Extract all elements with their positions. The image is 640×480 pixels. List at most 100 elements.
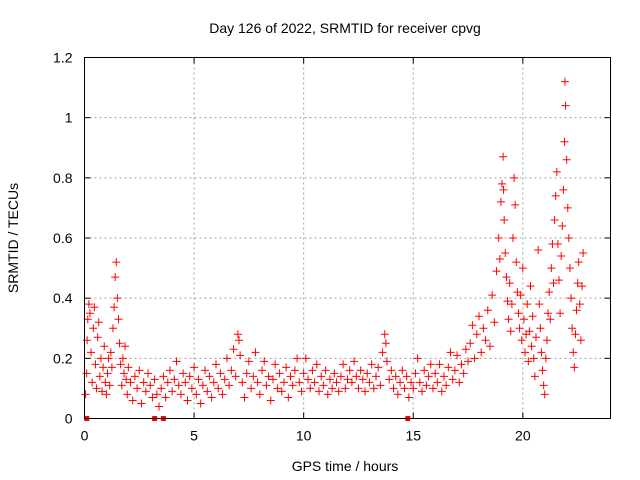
data-point	[398, 366, 407, 375]
data-point	[361, 387, 370, 396]
data-point	[504, 315, 513, 324]
data-point	[336, 372, 345, 381]
data-point	[201, 366, 210, 375]
data-point	[110, 303, 119, 312]
data-point	[247, 384, 256, 393]
data-point	[240, 393, 249, 402]
data-point	[137, 399, 146, 408]
data-point	[542, 336, 551, 345]
data-point	[579, 249, 588, 258]
data-point	[123, 390, 132, 399]
data-point	[559, 185, 568, 194]
data-point	[107, 363, 116, 372]
data-point	[116, 360, 125, 369]
data-point	[103, 369, 112, 378]
data-point	[557, 252, 566, 261]
data-point	[262, 381, 271, 390]
data-point	[442, 381, 451, 390]
data-point	[101, 378, 110, 387]
data-point	[176, 390, 185, 399]
data-point	[306, 384, 315, 393]
data-point	[508, 234, 517, 242]
data-point	[203, 387, 212, 396]
data-point	[526, 282, 535, 291]
data-point	[190, 363, 199, 372]
data-point	[524, 357, 533, 366]
data-point	[477, 348, 486, 357]
data-point	[490, 318, 499, 327]
y-tick-label: 0.2	[53, 350, 73, 366]
y-tick-label: 0.4	[53, 290, 73, 306]
data-point	[165, 366, 174, 375]
data-point	[483, 306, 492, 315]
data-point	[475, 312, 483, 321]
data-point	[288, 381, 297, 390]
data-point	[420, 366, 429, 375]
data-point	[517, 336, 526, 345]
data-point	[225, 381, 234, 390]
data-point	[185, 372, 194, 381]
data-point	[391, 372, 400, 381]
data-point	[530, 372, 539, 381]
data-point	[378, 348, 387, 357]
data-point	[106, 348, 115, 357]
data-point	[216, 369, 225, 378]
data-point	[515, 324, 524, 333]
data-point	[121, 342, 130, 351]
data-point	[435, 360, 444, 369]
data-point	[481, 336, 490, 345]
data-point	[85, 309, 94, 318]
data-point	[196, 399, 205, 408]
y-tick-label: 0.6	[53, 230, 73, 246]
data-point	[553, 240, 562, 249]
data-point	[99, 363, 108, 372]
data-point	[102, 390, 111, 399]
data-point	[155, 402, 164, 411]
data-point	[212, 360, 220, 369]
data-point	[236, 351, 245, 360]
data-point	[297, 387, 306, 396]
data-point	[146, 381, 155, 390]
data-point	[568, 324, 577, 333]
data-point	[93, 333, 102, 342]
data-point	[268, 375, 277, 384]
data-point	[111, 273, 120, 282]
data-point	[562, 155, 571, 164]
data-point	[347, 378, 356, 387]
data-point	[181, 378, 190, 387]
data-point	[94, 318, 103, 327]
data-point	[376, 381, 385, 390]
data-point	[104, 354, 113, 363]
data-point	[525, 327, 534, 336]
data-point	[312, 360, 321, 369]
data-point	[341, 384, 350, 393]
data-point	[539, 381, 548, 390]
data-point	[466, 339, 475, 348]
x-tick-label: 20	[515, 428, 531, 444]
data-point	[277, 387, 286, 396]
data-point	[198, 381, 207, 390]
data-point	[367, 360, 376, 369]
data-point	[126, 378, 135, 387]
data-point	[207, 393, 216, 402]
data-point	[264, 372, 273, 381]
x-tick-label: 15	[405, 428, 421, 444]
data-point	[91, 360, 100, 369]
plot-frame	[84, 57, 611, 419]
x-tick-label: 0	[81, 428, 89, 444]
data-point	[461, 345, 470, 354]
data-point	[569, 348, 578, 357]
data-point	[385, 375, 394, 384]
data-point	[545, 288, 554, 297]
data-point	[87, 348, 96, 357]
data-point	[124, 363, 133, 372]
data-point	[426, 360, 435, 369]
data-point	[81, 390, 90, 399]
data-point	[84, 300, 93, 309]
data-point	[90, 303, 99, 312]
data-point	[448, 375, 457, 384]
data-point	[139, 378, 148, 387]
data-point	[192, 390, 201, 399]
data-point	[275, 369, 284, 378]
